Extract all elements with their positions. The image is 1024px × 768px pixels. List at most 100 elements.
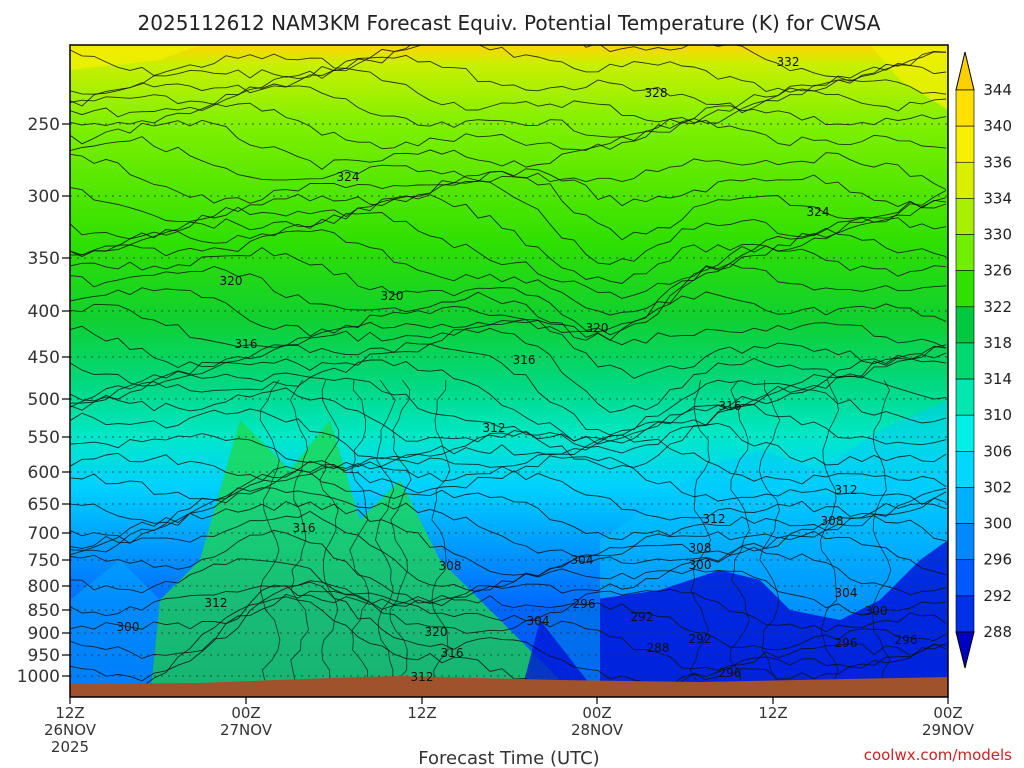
colorbar-swatch — [955, 89, 975, 127]
y-tick-label: 350 — [28, 249, 60, 269]
contour-label: 320 — [381, 289, 404, 303]
colorbar-swatch — [955, 487, 975, 524]
contour-label: 304 — [835, 586, 858, 600]
cyan-middle-region — [70, 560, 160, 697]
contour-label: 320 — [220, 274, 243, 288]
colorbar-label: 310 — [983, 406, 1012, 424]
contour-line — [70, 45, 947, 82]
contour-label: 316 — [513, 353, 536, 367]
colorbar-label: 334 — [983, 189, 1012, 207]
x-tick-year: 2025 — [51, 738, 89, 756]
cyan-upper-region — [540, 400, 948, 697]
contour-line — [70, 263, 947, 341]
contour-line — [70, 500, 947, 577]
x-axis-label: Forecast Time (UTC) — [418, 748, 599, 768]
y-tick-label: 1000 — [17, 667, 60, 687]
contour-label: 300 — [117, 620, 140, 634]
contour-line — [70, 170, 947, 241]
yellow-top-left — [70, 45, 200, 70]
x-tick: 12Z 26NOV 2025 — [44, 704, 97, 756]
colorbar-underflow — [955, 631, 975, 669]
x-tick-date: 29NOV — [922, 721, 975, 739]
x-tick-time: 12Z — [407, 704, 436, 722]
contour-line — [70, 581, 947, 688]
y-tick-label: 850 — [28, 601, 60, 621]
y-tick-label: 900 — [28, 624, 60, 644]
chart-title: 2025112612 NAM3KM Forecast Equiv. Potent… — [138, 11, 881, 35]
colorbar-label: 322 — [983, 298, 1012, 316]
colorbar-swatch — [955, 342, 975, 380]
x-tick-time: 00Z — [933, 704, 962, 722]
y-tick-label: 750 — [28, 551, 60, 571]
yellow-top-right — [870, 45, 948, 110]
contour-label: 312 — [835, 483, 858, 497]
x-tick-date: 28NOV — [571, 721, 624, 739]
contour-line — [70, 590, 947, 651]
y-tick-label: 800 — [28, 577, 60, 597]
contour-label: 324 — [807, 205, 830, 219]
contour-label: 304 — [571, 553, 594, 567]
colorbar-swatch — [955, 306, 975, 344]
contour-label: 312 — [411, 670, 434, 684]
contour-line — [70, 45, 947, 95]
colorbar-swatch — [955, 451, 975, 488]
colorbar-label: 336 — [983, 153, 1012, 171]
colorbar-label: 330 — [983, 226, 1012, 244]
colorbar-label: 296 — [983, 551, 1012, 569]
colorbar-label: 306 — [983, 442, 1012, 460]
y-tick-label: 650 — [28, 495, 60, 515]
plot-area — [70, 45, 948, 697]
contour-line — [290, 379, 309, 681]
colorbar-swatch — [955, 198, 975, 235]
deep-blue-region — [520, 540, 948, 697]
colorbar-overflow — [955, 51, 975, 91]
contour-line — [70, 319, 947, 379]
y-tick-label: 550 — [28, 428, 60, 448]
contour-label: 296 — [719, 666, 742, 680]
colorbar-swatch — [955, 125, 975, 163]
colorbar: 344 340 336 334 330 326 322 318 314 310 306 302 300 2… — [955, 51, 1012, 669]
contour-label: 312 — [205, 596, 228, 610]
contour-label: 308 — [821, 514, 844, 528]
colorbar-label: 340 — [983, 117, 1012, 135]
x-tick-time: 00Z — [231, 704, 260, 722]
contour-line — [70, 585, 947, 633]
contour-label: 320 — [425, 625, 448, 639]
contour-line — [70, 460, 947, 526]
x-tick: 12Z — [758, 704, 787, 722]
contour-labels: 332 328 324 324 320 320 320 316 316 316 … — [117, 55, 918, 684]
contour-label: 304 — [527, 614, 550, 628]
y-tick-label: 400 — [28, 302, 60, 322]
contour-line — [70, 54, 947, 114]
contour-line — [70, 327, 947, 413]
contour-lines — [70, 45, 947, 697]
colorbar-label: 344 — [983, 81, 1012, 99]
contour-label: 292 — [689, 632, 712, 646]
contour-label: 316 — [293, 521, 316, 535]
contour-line — [689, 379, 712, 681]
contour-line — [70, 469, 947, 544]
contour-label: 308 — [689, 541, 712, 555]
contour-line — [70, 194, 947, 284]
contour-line — [70, 558, 947, 616]
contour-line — [70, 180, 947, 265]
contour-line — [259, 379, 281, 681]
colorbar-swatch — [955, 234, 975, 271]
contour-line — [349, 379, 370, 681]
x-tick: 00Z 28NOV — [571, 704, 624, 739]
contour-line — [758, 380, 781, 681]
contour-line — [70, 303, 947, 349]
y-tick-label: 700 — [28, 524, 60, 544]
contour-line — [431, 379, 451, 681]
y-tick-label: 300 — [28, 187, 60, 207]
x-tick-time: 12Z — [55, 704, 84, 722]
green-plume-region — [150, 420, 560, 697]
plot-frame — [69, 44, 949, 698]
contour-label: 312 — [483, 421, 506, 435]
contour-label: 328 — [645, 86, 668, 100]
contour-line — [70, 212, 947, 299]
contour-line — [70, 529, 947, 607]
contour-line — [70, 102, 947, 151]
contour-label: 316 — [235, 337, 258, 351]
